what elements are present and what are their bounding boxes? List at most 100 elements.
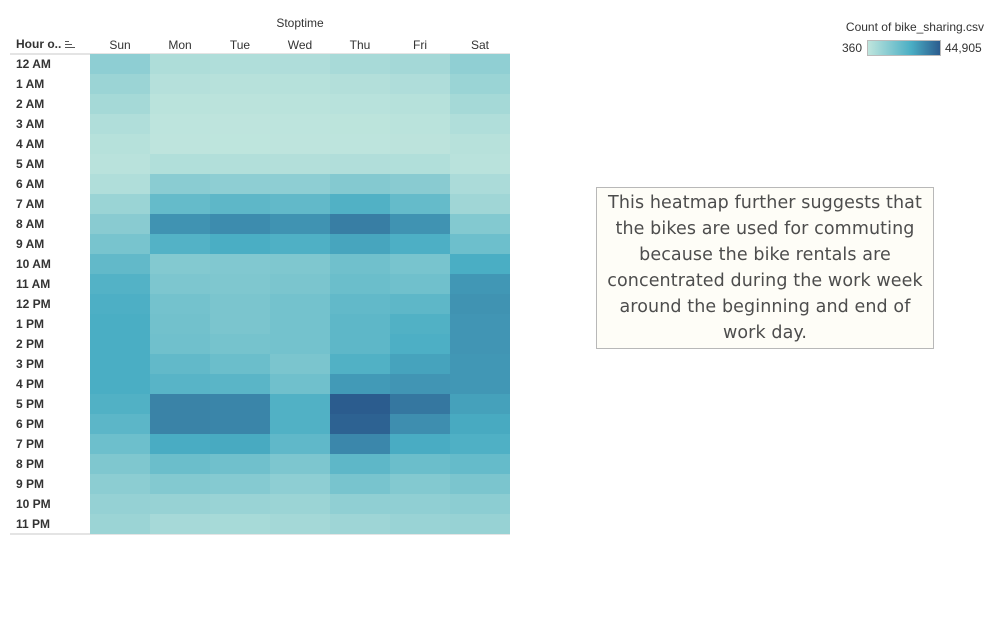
heatmap-cell[interactable] <box>270 374 330 394</box>
heatmap-cell[interactable] <box>150 434 210 454</box>
heatmap-cell[interactable] <box>270 174 330 194</box>
heatmap-cell[interactable] <box>450 414 510 434</box>
heatmap-cell[interactable] <box>150 234 210 254</box>
heatmap-cell[interactable] <box>210 434 270 454</box>
heatmap-cell[interactable] <box>390 314 450 334</box>
heatmap-cell[interactable] <box>270 214 330 234</box>
heatmap-cell[interactable] <box>330 94 390 114</box>
heatmap-cell[interactable] <box>390 54 450 74</box>
heatmap-cell[interactable] <box>210 234 270 254</box>
heatmap-cell[interactable] <box>390 154 450 174</box>
heatmap-cell[interactable] <box>330 374 390 394</box>
heatmap-cell[interactable] <box>450 214 510 234</box>
heatmap-cell[interactable] <box>330 314 390 334</box>
heatmap-cell[interactable] <box>90 474 150 494</box>
heatmap-cell[interactable] <box>390 194 450 214</box>
heatmap-cell[interactable] <box>210 334 270 354</box>
heatmap-cell[interactable] <box>210 274 270 294</box>
heatmap-cell[interactable] <box>450 234 510 254</box>
heatmap-cell[interactable] <box>450 314 510 334</box>
heatmap-cell[interactable] <box>450 54 510 74</box>
heatmap-cell[interactable] <box>450 274 510 294</box>
heatmap-cell[interactable] <box>450 494 510 514</box>
heatmap-cell[interactable] <box>150 134 210 154</box>
heatmap-cell[interactable] <box>330 514 390 534</box>
heatmap-cell[interactable] <box>390 134 450 154</box>
heatmap-cell[interactable] <box>450 514 510 534</box>
heatmap-cell[interactable] <box>90 274 150 294</box>
heatmap-cell[interactable] <box>210 154 270 174</box>
heatmap-cell[interactable] <box>390 474 450 494</box>
heatmap-cell[interactable] <box>150 114 210 134</box>
heatmap-cell[interactable] <box>450 94 510 114</box>
heatmap-cell[interactable] <box>330 114 390 134</box>
heatmap-cell[interactable] <box>90 414 150 434</box>
heatmap-cell[interactable] <box>450 254 510 274</box>
heatmap-cell[interactable] <box>150 314 210 334</box>
heatmap-cell[interactable] <box>150 474 210 494</box>
heatmap-cell[interactable] <box>330 354 390 374</box>
heatmap-cell[interactable] <box>330 74 390 94</box>
heatmap-cell[interactable] <box>150 494 210 514</box>
heatmap-cell[interactable] <box>210 414 270 434</box>
heatmap-cell[interactable] <box>210 174 270 194</box>
heatmap-cell[interactable] <box>90 494 150 514</box>
heatmap-cell[interactable] <box>150 274 210 294</box>
heatmap-cell[interactable] <box>210 194 270 214</box>
heatmap-cell[interactable] <box>270 434 330 454</box>
heatmap-cell[interactable] <box>210 214 270 234</box>
heatmap-cell[interactable] <box>270 294 330 314</box>
heatmap-cell[interactable] <box>90 54 150 74</box>
heatmap-cell[interactable] <box>90 394 150 414</box>
heatmap-cell[interactable] <box>90 354 150 374</box>
heatmap-cell[interactable] <box>270 194 330 214</box>
heatmap-cell[interactable] <box>90 514 150 534</box>
heatmap-cell[interactable] <box>210 354 270 374</box>
heatmap-cell[interactable] <box>330 294 390 314</box>
heatmap-cell[interactable] <box>330 154 390 174</box>
heatmap-cell[interactable] <box>270 354 330 374</box>
heatmap-cell[interactable] <box>330 54 390 74</box>
heatmap-cell[interactable] <box>150 174 210 194</box>
heatmap-cell[interactable] <box>270 454 330 474</box>
heatmap-cell[interactable] <box>390 414 450 434</box>
heatmap-cell[interactable] <box>90 114 150 134</box>
heatmap-cell[interactable] <box>210 294 270 314</box>
heatmap-cell[interactable] <box>90 154 150 174</box>
heatmap-cell[interactable] <box>210 474 270 494</box>
heatmap-cell[interactable] <box>390 294 450 314</box>
heatmap-cell[interactable] <box>270 74 330 94</box>
heatmap-cell[interactable] <box>210 94 270 114</box>
heatmap-cell[interactable] <box>330 274 390 294</box>
heatmap-cell[interactable] <box>210 394 270 414</box>
heatmap-cell[interactable] <box>210 494 270 514</box>
heatmap-cell[interactable] <box>390 254 450 274</box>
heatmap-cell[interactable] <box>210 114 270 134</box>
heatmap-cell[interactable] <box>210 54 270 74</box>
heatmap-cell[interactable] <box>90 454 150 474</box>
heatmap-cell[interactable] <box>450 74 510 94</box>
heatmap-cell[interactable] <box>150 514 210 534</box>
heatmap-cell[interactable] <box>90 234 150 254</box>
heatmap-cell[interactable] <box>90 254 150 274</box>
heatmap-cell[interactable] <box>330 334 390 354</box>
heatmap-cell[interactable] <box>150 454 210 474</box>
heatmap-cell[interactable] <box>390 454 450 474</box>
heatmap-cell[interactable] <box>330 434 390 454</box>
heatmap-cell[interactable] <box>90 334 150 354</box>
heatmap-cell[interactable] <box>330 394 390 414</box>
heatmap-cell[interactable] <box>210 254 270 274</box>
heatmap-cell[interactable] <box>270 254 330 274</box>
heatmap-cell[interactable] <box>270 114 330 134</box>
heatmap-cell[interactable] <box>150 394 210 414</box>
heatmap-cell[interactable] <box>330 214 390 234</box>
row-header[interactable]: Hour o.. <box>16 37 76 51</box>
heatmap-cell[interactable] <box>270 94 330 114</box>
heatmap-cell[interactable] <box>450 114 510 134</box>
heatmap-cell[interactable] <box>150 334 210 354</box>
heatmap-cell[interactable] <box>90 134 150 154</box>
heatmap-cell[interactable] <box>150 154 210 174</box>
heatmap-cell[interactable] <box>330 134 390 154</box>
heatmap-cell[interactable] <box>270 154 330 174</box>
heatmap-cell[interactable] <box>150 374 210 394</box>
